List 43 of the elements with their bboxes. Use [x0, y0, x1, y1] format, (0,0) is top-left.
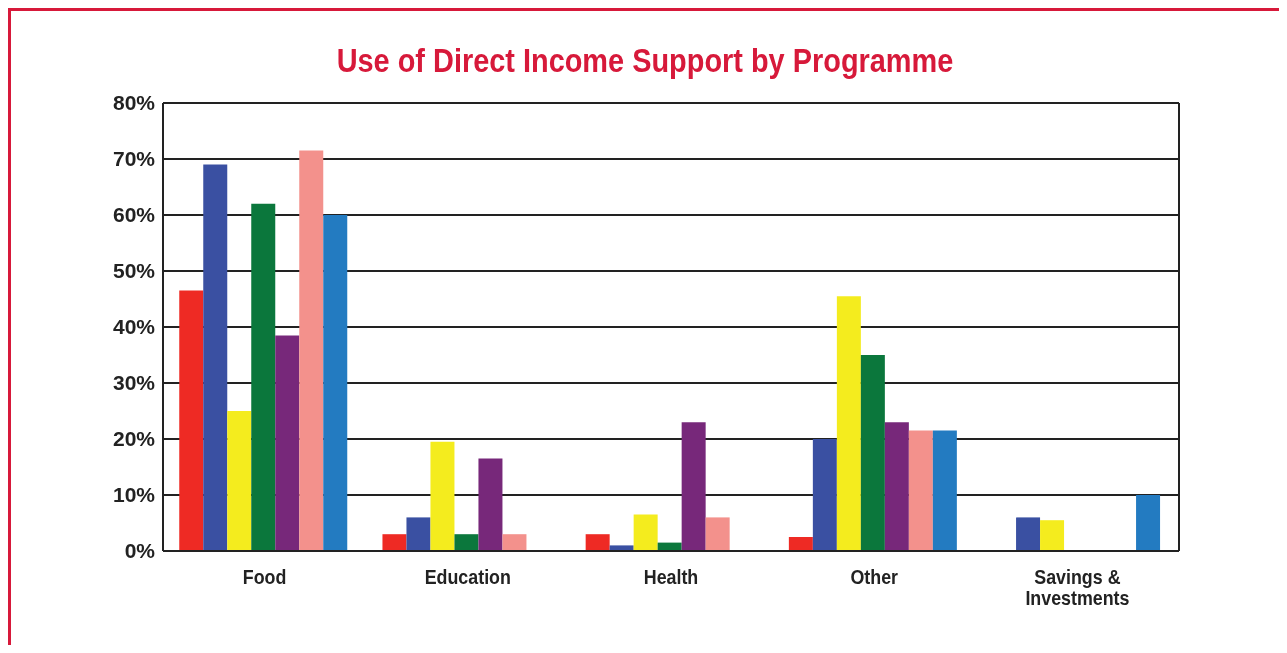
- y-tick-label: 50%: [112, 259, 156, 283]
- y-tick-label: 60%: [112, 203, 156, 227]
- chart-title: Use of Direct Income Support by Programme: [335, 40, 955, 81]
- bar: [633, 514, 658, 551]
- bar: [454, 534, 479, 551]
- y-tick-label: 10%: [112, 483, 156, 507]
- x-tick-label: Education: [424, 564, 511, 589]
- bar: [502, 534, 527, 551]
- bar: [1040, 520, 1065, 551]
- y-tick-label: 30%: [112, 371, 156, 395]
- bar: [585, 534, 610, 551]
- bar: [323, 215, 348, 551]
- bar: [681, 422, 706, 551]
- bar: [179, 290, 204, 551]
- bar: [275, 335, 300, 551]
- y-tick-label: 70%: [112, 147, 156, 171]
- y-tick-label: 0%: [124, 539, 156, 563]
- y-tick-label: 20%: [112, 427, 156, 451]
- x-tick-label: Food: [242, 564, 287, 589]
- bar: [251, 203, 276, 551]
- x-tick-label: Other: [850, 564, 899, 589]
- bar: [884, 422, 909, 551]
- bar: [812, 439, 837, 551]
- bar: [430, 441, 455, 551]
- bar: [382, 534, 407, 551]
- bar: [705, 517, 730, 551]
- bar: [478, 458, 503, 551]
- bar: [860, 355, 885, 551]
- x-tick-label: Health: [643, 564, 699, 589]
- bar: [609, 545, 634, 551]
- bar: [1136, 495, 1161, 551]
- y-tick-label: 80%: [112, 91, 156, 115]
- bar: [203, 164, 228, 551]
- bar: [932, 430, 957, 551]
- bar: [299, 150, 324, 551]
- bar: [1016, 517, 1041, 551]
- y-tick-label: 40%: [112, 315, 156, 339]
- bar: [227, 411, 252, 551]
- bar: [406, 517, 431, 551]
- bar: [836, 296, 861, 551]
- bar: [788, 537, 813, 551]
- x-tick-label: Savings & Investments: [1025, 564, 1130, 610]
- bar: [908, 430, 933, 551]
